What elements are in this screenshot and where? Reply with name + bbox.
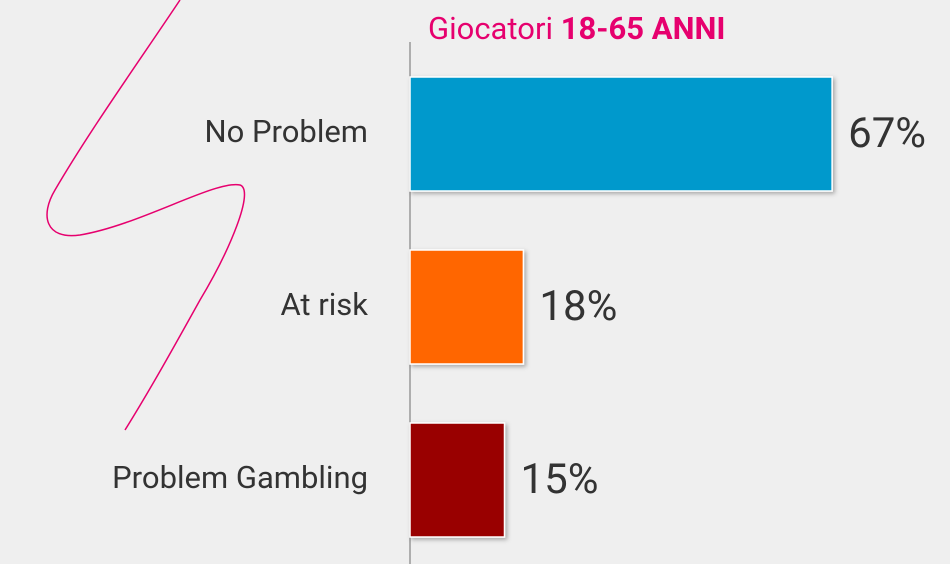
title-part: 18-65 ANNI [561,10,726,47]
decorative-curve [47,0,244,430]
value-label: 15% [521,455,599,504]
bar [410,77,832,191]
category-label: At risk [280,286,368,323]
chart-title: Giocatori 18-65 ANNI [428,10,725,47]
category-label: No Problem [205,113,369,150]
bar [410,423,505,537]
category-label: Problem Gambling [112,459,368,496]
bar [410,250,523,364]
title-part: Giocatori [428,10,553,47]
chart: Giocatori 18-65 ANNI No Problem 67% At ris… [0,0,950,564]
value-label: 18% [539,282,617,331]
value-label: 67% [848,109,926,158]
